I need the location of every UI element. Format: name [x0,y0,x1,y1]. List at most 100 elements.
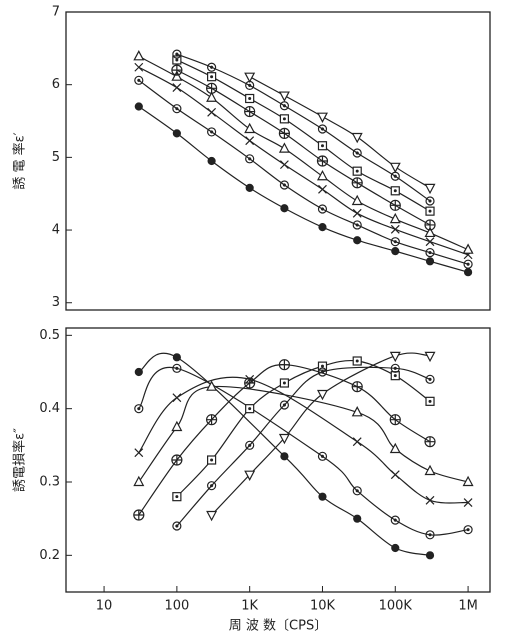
data-point [390,224,400,234]
data-point [207,72,217,82]
data-point [353,514,362,523]
data-point [172,55,182,65]
data-point [245,404,255,414]
data-point [206,510,218,522]
data-point [207,455,217,465]
data-point [278,359,291,371]
data-point [316,155,329,167]
series-line [138,55,469,251]
data-point [171,70,183,81]
data-point [352,166,362,176]
data-point [316,169,328,181]
x-tick-label: 1M [458,599,478,614]
x-tick-label: 10 [96,599,113,614]
series-line [138,376,469,504]
data-point [244,377,256,389]
data-point [278,91,290,102]
data-point [207,107,217,117]
data-point [390,363,400,373]
data-point [317,204,328,214]
data-point [134,448,144,458]
data-point [133,50,145,61]
data-point [317,361,328,371]
data-point [391,247,400,256]
data-point [279,400,290,410]
data-point [279,114,290,124]
data-point [352,486,362,496]
data-point [171,420,183,432]
data-point [390,186,400,196]
data-point [353,236,362,245]
data-point [316,112,328,123]
data-point [279,378,290,388]
data-point [279,180,290,190]
data-point [245,154,255,164]
y-tick-label: 3 [52,295,60,310]
data-point [206,414,218,426]
data-point [352,220,362,230]
data-point [245,136,255,146]
data-point [172,363,182,373]
data-point [134,102,143,111]
data-point [425,206,435,216]
data-point [463,525,473,535]
data-point [134,404,144,414]
data-point [279,101,290,111]
data-point [389,162,401,174]
data-point [133,475,145,487]
data-point [424,351,436,363]
y-axis-label: 誘電損率ε″ [12,428,28,492]
series-line [176,366,431,527]
data-point [352,437,362,447]
data-point [317,141,328,151]
series-line [138,105,469,273]
data-point [207,481,217,491]
data-point [391,543,400,553]
data-point [389,442,401,454]
data-point [351,406,363,417]
data-point [280,204,289,213]
data-point [390,171,400,181]
data-point [134,62,144,72]
series-line [249,76,431,189]
data-point [134,75,144,85]
data-point [278,142,290,153]
x-tick-label: 1K [241,599,258,614]
data-point [318,184,327,194]
data-point [171,64,183,76]
y-tick-label: 0.5 [39,328,60,343]
y-tick-label: 6 [52,77,60,92]
data-point [207,62,217,72]
plot-frame [65,327,491,593]
data-point [244,72,256,83]
data-point [389,414,401,426]
data-point [463,268,473,277]
data-point [172,353,181,362]
data-point [424,183,436,195]
data-point [244,122,256,134]
data-point [425,374,435,384]
data-point [172,521,182,531]
data-point [279,160,289,170]
data-point [280,452,289,461]
data-point [172,393,182,403]
data-point [172,83,182,93]
data-point [389,351,401,363]
data-point [425,257,435,266]
y-tick-label: 0.4 [39,401,60,416]
data-point [424,219,436,231]
data-point [317,367,328,377]
data-point [278,433,290,445]
data-point [172,49,182,59]
data-point [172,492,182,502]
y-axis-label: 誘 電 率ε′ [12,132,28,189]
data-point [133,509,145,521]
x-tick-label: 100 [164,599,189,614]
y-tick-label: 5 [52,150,60,165]
data-point [245,183,254,192]
data-point [207,156,216,166]
data-point [390,515,400,525]
data-point [317,124,328,134]
data-point [352,208,362,218]
